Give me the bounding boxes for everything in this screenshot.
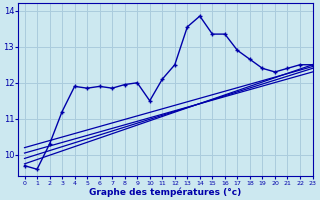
X-axis label: Graphe des températures (°c): Graphe des températures (°c) (89, 187, 242, 197)
